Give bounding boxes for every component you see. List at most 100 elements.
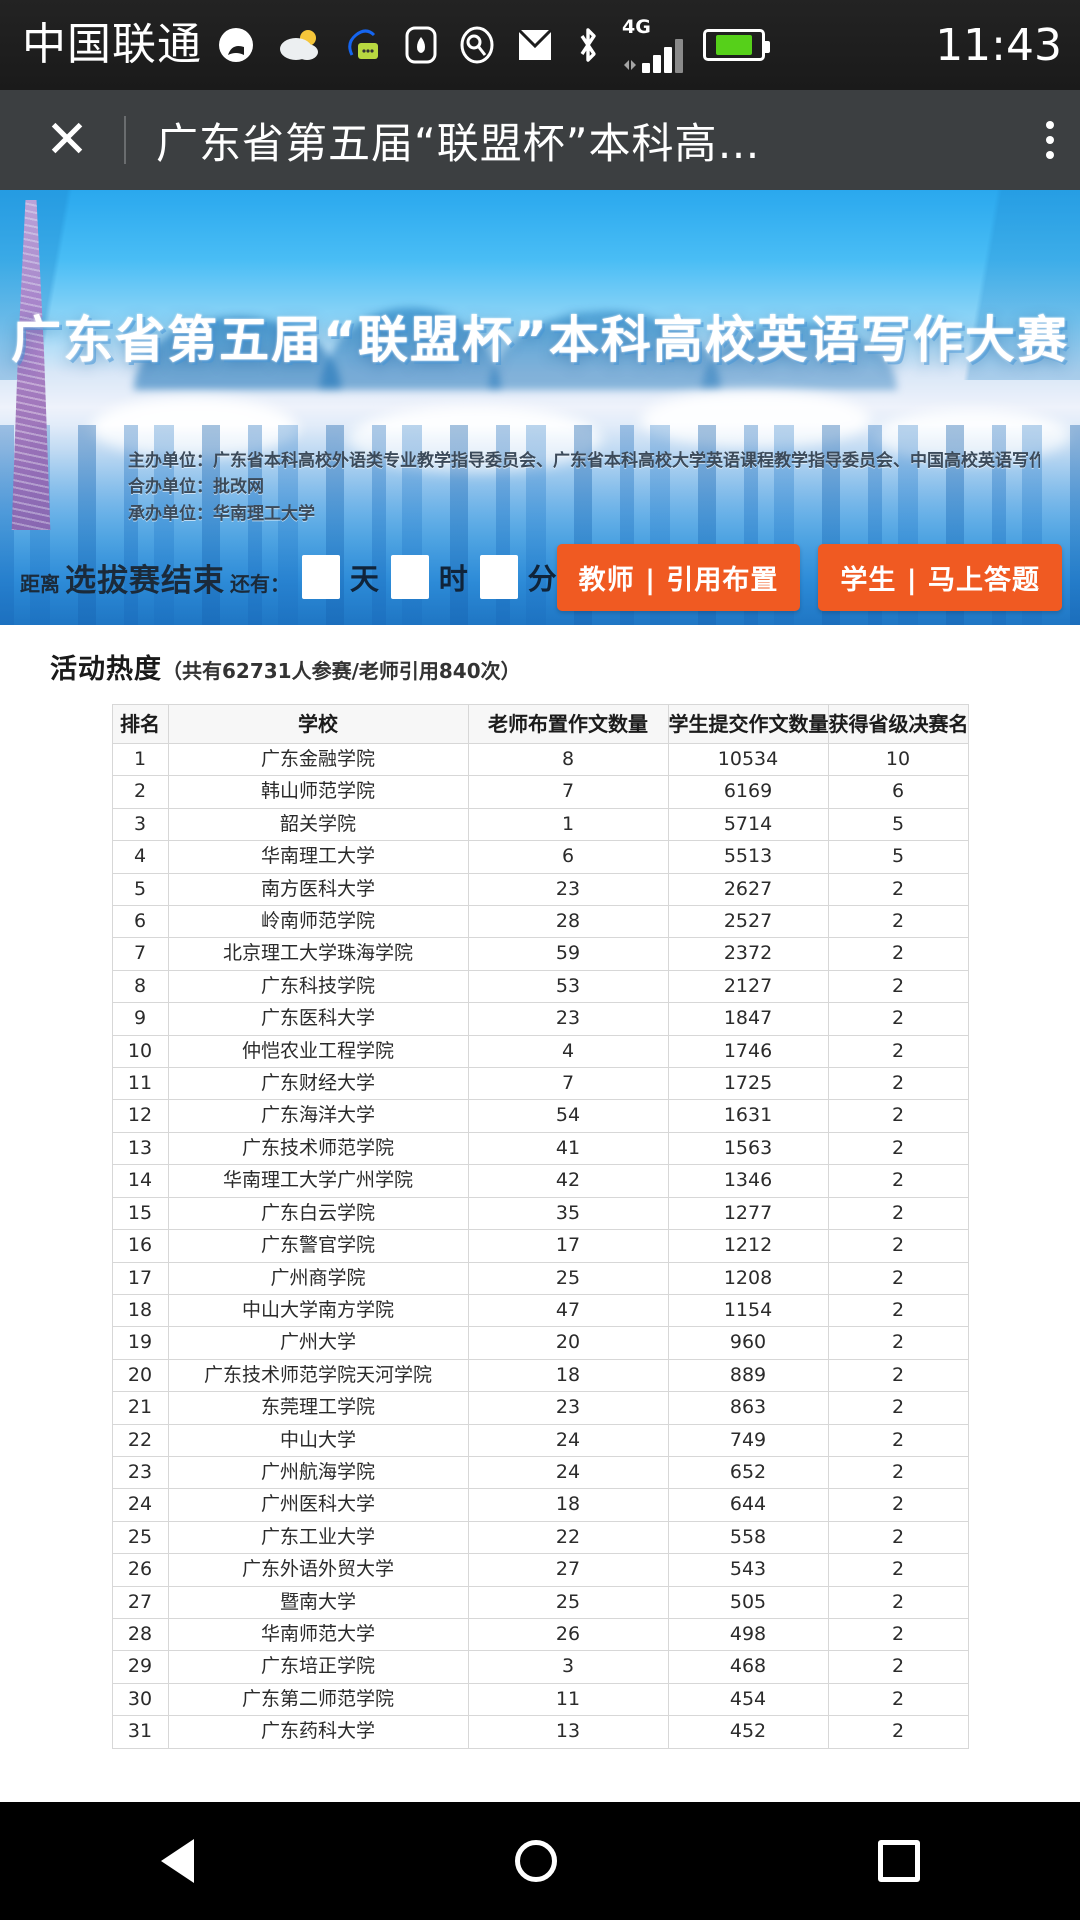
- cell-school: 北京理工大学珠海学院: [167, 937, 469, 971]
- network-type-label: 4G: [622, 15, 651, 38]
- cell-student-submitted: 1208: [667, 1261, 829, 1295]
- cell-school: 广州医科大学: [167, 1488, 469, 1522]
- cell-student-submitted: 454: [667, 1682, 829, 1717]
- cell-final-quota: 2: [827, 1261, 969, 1295]
- cell-school: 岭南师范学院: [167, 905, 469, 939]
- cell-teacher-assigned: 47: [467, 1293, 669, 1328]
- cell-final-quota: 2: [827, 1455, 969, 1490]
- cell-teacher-assigned: 17: [467, 1229, 669, 1263]
- cell-school: 暨南大学: [167, 1585, 469, 1619]
- cell-final-quota: 2: [827, 1585, 969, 1619]
- teacher-assign-button[interactable]: 教师 | 引用布置: [556, 543, 801, 611]
- cell-rank: 7: [111, 937, 169, 971]
- cell-rank: 14: [111, 1164, 169, 1198]
- student-answer-button[interactable]: 学生 | 马上答题: [818, 543, 1063, 611]
- cell-final-quota: 2: [827, 1520, 969, 1555]
- cell-student-submitted: 543: [667, 1553, 829, 1587]
- cell-final-quota: 2: [827, 1196, 969, 1231]
- countdown-label: 距离 选拔赛结束 还有：: [20, 555, 290, 600]
- table-row: 13 广东技术师范学院 41 1563 2: [111, 1131, 969, 1166]
- cell-final-quota: 5: [827, 807, 969, 842]
- table-row: 19 广州大学 20 960 2: [111, 1326, 969, 1360]
- cell-rank: 11: [111, 1067, 169, 1101]
- cell-student-submitted: 1563: [667, 1131, 829, 1166]
- banner-organizers: 主办单位：广东省本科高校外语类专业教学指导委员会、广东省本科高校大学英语课程教学…: [128, 448, 1040, 527]
- cell-teacher-assigned: 54: [467, 1099, 669, 1133]
- cell-rank: 27: [111, 1585, 169, 1619]
- cell-school: 广东外语外贸大学: [167, 1553, 469, 1587]
- organizer-line-coorganizer: 合办单位：批改网: [128, 477, 264, 498]
- cell-student-submitted: 652: [667, 1455, 829, 1490]
- countdown-prefix: 距离: [20, 571, 60, 596]
- event-banner: 广东省第五届“联盟杯”本科高校英语写作大赛 主办单位：广东省本科高校外语类专业教…: [0, 190, 1080, 625]
- cell-school: 广州航海学院: [167, 1455, 469, 1490]
- cell-school: 广东药科大学: [167, 1715, 469, 1749]
- close-icon[interactable]: ✕: [45, 110, 89, 170]
- cell-rank: 25: [111, 1520, 169, 1555]
- cell-rank: 17: [111, 1261, 169, 1295]
- cell-student-submitted: 5714: [667, 807, 829, 842]
- cell-teacher-assigned: 4: [467, 1034, 669, 1069]
- more-options-icon[interactable]: [1026, 121, 1054, 159]
- cell-student-submitted: 2372: [667, 937, 829, 971]
- cell-rank: 13: [111, 1131, 169, 1166]
- table-row: 25 广东工业大学 22 558 2: [111, 1520, 969, 1555]
- cell-teacher-assigned: 59: [467, 937, 669, 971]
- back-button[interactable]: [160, 1839, 194, 1883]
- cell-school: 广东警官学院: [167, 1229, 469, 1263]
- cell-teacher-assigned: 35: [467, 1196, 669, 1231]
- page-title: 广东省第五届“联盟杯”本科高…: [156, 118, 761, 168]
- countdown-event: 选拔赛结束: [65, 562, 225, 599]
- cell-school: 广东财经大学: [167, 1067, 469, 1101]
- cell-school: 广州商学院: [167, 1261, 469, 1295]
- cell-teacher-assigned: 53: [467, 969, 669, 1004]
- cell-student-submitted: 749: [667, 1423, 829, 1457]
- table-row: 4 华南理工大学 6 5513 5: [111, 840, 969, 874]
- cell-school: 广东白云学院: [167, 1196, 469, 1231]
- table-row: 5 南方医科大学 23 2627 2: [111, 872, 969, 907]
- cell-student-submitted: 960: [667, 1326, 829, 1360]
- cell-teacher-assigned: 7: [467, 775, 669, 809]
- recent-apps-button[interactable]: [877, 1840, 920, 1882]
- table-row: 14 华南理工大学广州学院 42 1346 2: [111, 1164, 969, 1198]
- battery-icon: [703, 29, 770, 61]
- cell-student-submitted: 863: [667, 1391, 829, 1425]
- signal-bars-icon: 4G: [622, 15, 683, 73]
- home-button[interactable]: [514, 1840, 557, 1882]
- table-row: 15 广东白云学院 35 1277 2: [111, 1196, 969, 1231]
- cell-final-quota: 10: [827, 742, 969, 777]
- table-row: 20 广东技术师范学院天河学院 18 889 2: [111, 1358, 969, 1393]
- cell-final-quota: 2: [827, 1391, 969, 1425]
- cell-rank: 15: [111, 1196, 169, 1231]
- cell-teacher-assigned: 18: [467, 1358, 669, 1393]
- col-header-student-submitted: 学生提交作文数量: [667, 704, 829, 744]
- cell-student-submitted: 10534: [667, 742, 829, 777]
- cell-school: 广东工业大学: [167, 1520, 469, 1555]
- cell-school: 华南理工大学广州学院: [167, 1164, 469, 1198]
- content-area[interactable]: 活动热度 （共有62731人参赛/老师引用840次） 排名 学校 老师布置作文数…: [0, 625, 1080, 1802]
- countdown-hours-unit: 时: [438, 562, 468, 596]
- cell-rank: 29: [111, 1650, 169, 1684]
- carrier-label: 中国联通: [22, 19, 202, 70]
- col-header-teacher-assigned: 老师布置作文数量: [467, 704, 669, 744]
- cell-final-quota: 2: [827, 1488, 969, 1522]
- countdown-minutes-box: [479, 555, 518, 599]
- table-row: 11 广东财经大学 7 1725 2: [111, 1067, 969, 1101]
- table-row: 8 广东科技学院 53 2127 2: [111, 969, 969, 1004]
- cell-student-submitted: 468: [667, 1650, 829, 1684]
- cell-school: 广州大学: [167, 1326, 469, 1360]
- cell-rank: 2: [111, 775, 169, 809]
- table-row: 30 广东第二师范学院 11 454 2: [111, 1682, 969, 1717]
- cell-final-quota: 2: [827, 1034, 969, 1069]
- cell-final-quota: 2: [827, 1067, 969, 1101]
- cell-rank: 16: [111, 1229, 169, 1263]
- cell-final-quota: 2: [827, 905, 969, 939]
- cell-rank: 19: [111, 1326, 169, 1360]
- title-bar: ✕ 广东省第五届“联盟杯”本科高…: [0, 90, 1080, 190]
- cell-school: 华南理工大学: [167, 840, 469, 874]
- cell-teacher-assigned: 13: [467, 1715, 669, 1749]
- table-row: 10 仲恺农业工程学院 4 1746 2: [111, 1034, 969, 1069]
- cell-school: 广东医科大学: [167, 1002, 469, 1036]
- table-header-row: 排名 学校 老师布置作文数量 学生提交作文数量 获得省级决赛名额: [111, 704, 969, 744]
